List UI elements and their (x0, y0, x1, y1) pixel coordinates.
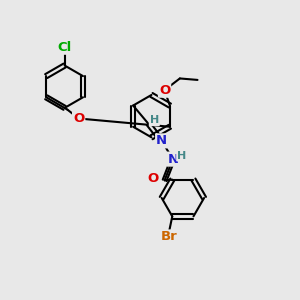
Text: O: O (73, 112, 84, 125)
Text: H: H (177, 151, 186, 160)
Text: O: O (159, 84, 170, 97)
Text: Br: Br (161, 230, 178, 244)
Text: N: N (167, 153, 178, 166)
Text: O: O (148, 172, 159, 185)
Text: N: N (156, 134, 167, 147)
Text: Cl: Cl (58, 41, 72, 54)
Text: H: H (150, 115, 159, 125)
